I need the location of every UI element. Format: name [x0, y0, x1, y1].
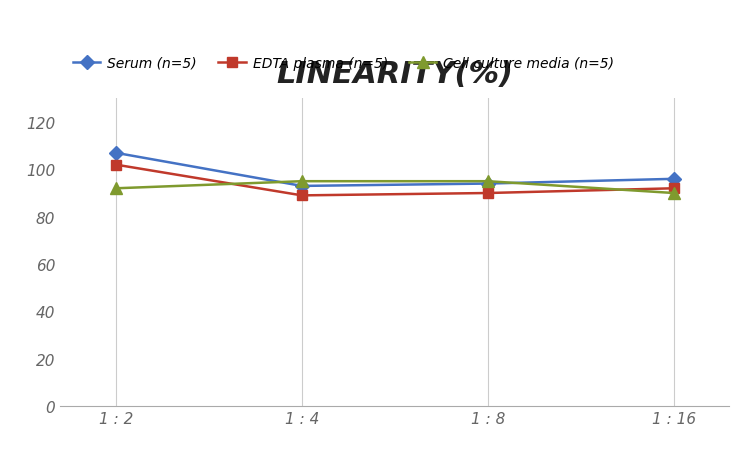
Cell culture media (n=5): [111, 186, 120, 192]
EDTA plasma (n=5): [111, 162, 120, 168]
Line: Cell culture media (n=5): Cell culture media (n=5): [111, 176, 679, 199]
Serum (n=5): [484, 181, 493, 187]
Cell culture media (n=5): [297, 179, 306, 184]
Serum (n=5): [669, 177, 678, 182]
Cell culture media (n=5): [669, 191, 678, 196]
Serum (n=5): [111, 151, 120, 156]
Cell culture media (n=5): [484, 179, 493, 184]
Legend: Serum (n=5), EDTA plasma (n=5), Cell culture media (n=5): Serum (n=5), EDTA plasma (n=5), Cell cul…: [67, 51, 620, 76]
EDTA plasma (n=5): [297, 193, 306, 198]
Line: EDTA plasma (n=5): EDTA plasma (n=5): [111, 161, 678, 201]
Title: LINEARITY(%): LINEARITY(%): [276, 60, 514, 88]
EDTA plasma (n=5): [669, 186, 678, 192]
EDTA plasma (n=5): [484, 191, 493, 196]
Serum (n=5): [297, 184, 306, 189]
Line: Serum (n=5): Serum (n=5): [111, 149, 678, 191]
